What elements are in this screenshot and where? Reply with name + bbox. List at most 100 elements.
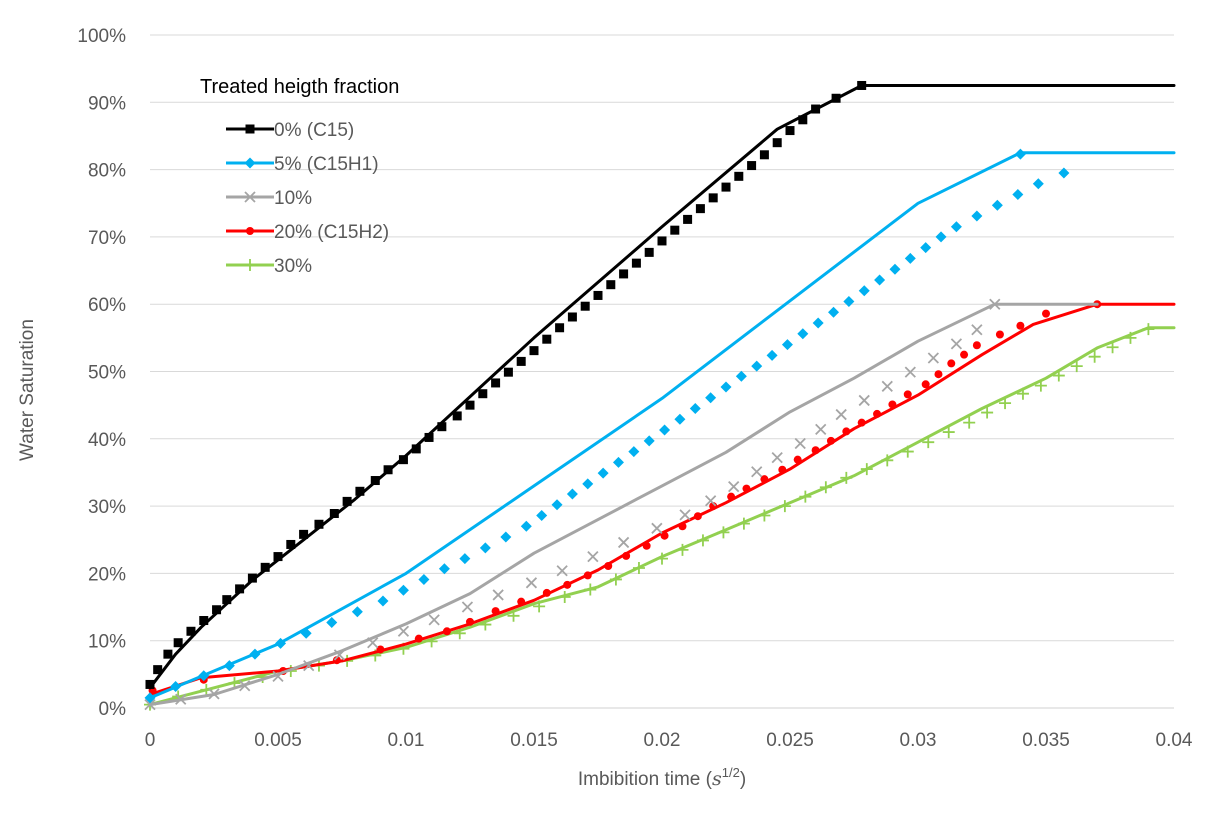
x-tick-label: 0.025 [766,730,814,751]
data-point [819,481,832,494]
data-point [333,649,346,661]
data-point [999,397,1012,410]
data-point [734,171,744,181]
data-point [727,492,736,501]
data-point [785,126,795,136]
data-point [835,408,847,421]
data-point [1070,360,1083,373]
y-tick-label: 70% [88,228,126,249]
data-point [438,563,450,575]
data-point [604,561,613,570]
data-point [583,571,592,580]
data-point [1012,189,1024,201]
data-point [881,454,894,467]
data-point [465,400,475,410]
data-point [617,536,630,549]
legend-marker [244,191,256,203]
data-point [873,409,882,418]
data-point [778,500,791,513]
data-point [503,367,513,377]
data-point [144,692,156,704]
data-point [397,625,410,637]
data-point [558,590,571,603]
legend-item: 5% (C15H1) [226,154,379,175]
x-tick-label: 0.04 [1156,730,1193,751]
data-point [478,389,488,399]
data-point [794,437,806,450]
data-point [1124,331,1137,344]
data-point [536,510,548,522]
data-point [222,595,232,605]
data-point [566,488,578,500]
data-point [609,573,622,586]
data-point [424,432,434,442]
data-point [329,509,339,519]
data-point [971,210,983,222]
data-point [660,531,669,540]
data-point [651,522,663,534]
data-point [235,584,245,594]
data-point [303,659,315,672]
series-line [148,84,1176,690]
data-point [721,182,731,192]
series-lines [144,80,1176,711]
data-point [492,589,504,601]
data-point [173,638,183,648]
data-point [452,411,462,421]
data-point [370,476,380,486]
data-point [858,394,870,407]
x-tick-label: 0.015 [510,730,558,751]
legend-marker [244,259,256,271]
data-point [175,693,187,705]
data-point [342,496,352,506]
data-point [781,339,793,351]
data-point [631,258,641,268]
x-axis-title-text: Imbibition time ( [578,769,713,790]
data-point [934,370,943,379]
data-point [947,359,956,368]
data-point [927,352,939,364]
data-point [1088,350,1101,363]
data-point [904,366,916,378]
data-point [683,214,693,224]
data-point [144,698,156,711]
series-line [148,151,1176,700]
data-point [901,445,914,458]
data-point [525,577,538,589]
data-point [674,413,686,425]
legend-item: 10% [226,188,312,209]
data-point [491,607,500,616]
x-axis-title-variable: s [712,768,722,790]
data-point [249,648,261,660]
data-point [1014,148,1026,160]
legend: Treated heigth fraction 0% (C15) 5% (C15H1… [200,76,399,277]
data-point [516,356,526,366]
legend-item: 30% [226,256,312,277]
data-point [542,588,551,597]
data-point [643,435,655,447]
data-point [797,328,809,340]
data-point [186,626,196,636]
legend-label: 10% [274,188,312,209]
data-point [772,138,782,148]
legend-label: 30% [274,256,312,277]
data-point [689,403,701,415]
data-point [286,539,296,549]
y-tick-label: 30% [88,497,126,518]
data-point [676,543,689,556]
data-point [759,150,769,160]
data-point [466,617,474,626]
data-point [597,467,609,479]
data-point [529,346,539,356]
data-point [963,416,976,429]
data-point [582,478,594,490]
data-point [1042,309,1050,318]
data-point [696,534,709,547]
gridlines [150,34,1174,642]
data-point [798,115,808,125]
series-line [148,302,1099,707]
data-point [1016,387,1029,400]
data-point [1034,379,1047,392]
data-point [860,463,873,476]
